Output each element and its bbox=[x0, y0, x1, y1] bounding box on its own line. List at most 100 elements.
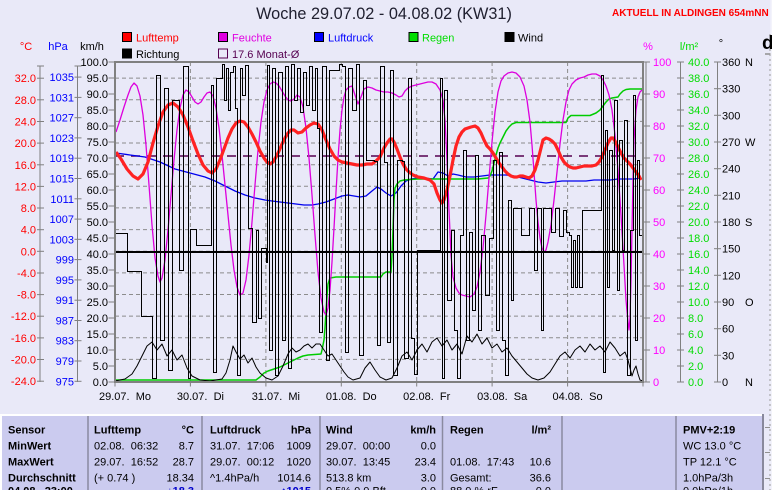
svg-text:70: 70 bbox=[653, 153, 665, 165]
svg-text:1020: 1020 bbox=[287, 457, 311, 469]
svg-text:36.6: 36.6 bbox=[530, 473, 551, 485]
svg-text:01.08. Do: 01.08. Do bbox=[326, 391, 377, 403]
svg-text:60: 60 bbox=[653, 185, 665, 197]
svg-text:10.6: 10.6 bbox=[530, 457, 551, 469]
svg-text:28.0: 28.0 bbox=[688, 153, 709, 165]
svg-text:-24.0: -24.0 bbox=[11, 376, 36, 388]
svg-text:1015: 1015 bbox=[50, 174, 74, 186]
svg-text:N: N bbox=[745, 377, 753, 389]
svg-text:12.0: 12.0 bbox=[15, 181, 36, 193]
svg-text:330: 330 bbox=[722, 84, 740, 96]
svg-text:28.0: 28.0 bbox=[15, 95, 36, 107]
svg-text:0.0: 0.0 bbox=[93, 377, 108, 389]
svg-text:km/h: km/h bbox=[410, 425, 436, 437]
svg-text:-8.0: -8.0 bbox=[17, 290, 36, 302]
svg-text:-12.0: -12.0 bbox=[11, 311, 36, 323]
svg-text:l/m²: l/m² bbox=[531, 425, 551, 437]
svg-text:85.0: 85.0 bbox=[87, 105, 108, 117]
svg-text:10.0: 10.0 bbox=[87, 345, 108, 357]
svg-text:1014.6: 1014.6 bbox=[277, 473, 311, 485]
svg-text:WC 13.0 °C: WC 13.0 °C bbox=[683, 441, 741, 453]
svg-text:MinWert: MinWert bbox=[8, 441, 52, 453]
svg-text:32.0: 32.0 bbox=[688, 121, 709, 133]
svg-text:2.0: 2.0 bbox=[688, 361, 703, 373]
svg-text:03.08. Sa: 03.08. Sa bbox=[477, 391, 528, 403]
svg-text:0.0: 0.0 bbox=[688, 377, 703, 389]
svg-text:45.0: 45.0 bbox=[87, 233, 108, 245]
svg-text:100.0: 100.0 bbox=[80, 57, 108, 69]
svg-text:1009: 1009 bbox=[287, 441, 311, 453]
svg-text:24.0: 24.0 bbox=[15, 116, 36, 128]
svg-text:975: 975 bbox=[56, 376, 74, 388]
svg-text:5.0: 5.0 bbox=[93, 361, 108, 373]
svg-text:°C: °C bbox=[20, 41, 32, 53]
svg-text:32.0: 32.0 bbox=[15, 73, 36, 85]
svg-text:18.0: 18.0 bbox=[688, 233, 709, 245]
svg-text:36.0: 36.0 bbox=[688, 89, 709, 101]
svg-text:30.07. Di: 30.07. Di bbox=[177, 391, 224, 403]
svg-text:75.0: 75.0 bbox=[87, 137, 108, 149]
svg-text:W: W bbox=[745, 137, 756, 149]
svg-text:0: 0 bbox=[722, 377, 728, 389]
svg-text:50: 50 bbox=[653, 217, 665, 229]
svg-text:90.0: 90.0 bbox=[87, 89, 108, 101]
svg-text:40.0: 40.0 bbox=[688, 57, 709, 69]
svg-text:16.0: 16.0 bbox=[15, 160, 36, 172]
svg-text:23.4: 23.4 bbox=[415, 457, 436, 469]
svg-text:31.07. Mi: 31.07. Mi bbox=[252, 391, 300, 403]
svg-text:30: 30 bbox=[722, 350, 734, 362]
svg-text:Lufttemp: Lufttemp bbox=[136, 33, 179, 45]
svg-text:-4.0: -4.0 bbox=[17, 268, 36, 280]
svg-text:04.08. So: 04.08. So bbox=[552, 391, 602, 403]
svg-text:25.0: 25.0 bbox=[87, 297, 108, 309]
svg-text:20.0: 20.0 bbox=[87, 313, 108, 325]
svg-text:30: 30 bbox=[653, 281, 665, 293]
svg-text:14.0: 14.0 bbox=[688, 265, 709, 277]
svg-text:0.0: 0.0 bbox=[536, 486, 551, 490]
svg-text:180: 180 bbox=[722, 217, 740, 229]
svg-text:16.0: 16.0 bbox=[688, 249, 709, 261]
svg-text:02.08. Fr: 02.08. Fr bbox=[403, 391, 450, 403]
svg-text:29.07. 16:52: 29.07. 16:52 bbox=[94, 457, 158, 469]
svg-text:0.0: 0.0 bbox=[421, 486, 436, 490]
svg-text:80: 80 bbox=[653, 121, 665, 133]
svg-text:513.8 km: 513.8 km bbox=[326, 473, 371, 485]
svg-text:150: 150 bbox=[722, 244, 740, 256]
svg-text:Regen: Regen bbox=[450, 425, 484, 437]
svg-text:60.0: 60.0 bbox=[87, 185, 108, 197]
svg-text:01.08. 17:43: 01.08. 17:43 bbox=[450, 457, 514, 469]
svg-text:999: 999 bbox=[56, 255, 74, 267]
svg-text:210: 210 bbox=[722, 190, 740, 202]
svg-text:35.0: 35.0 bbox=[87, 265, 108, 277]
svg-text:95.0: 95.0 bbox=[87, 73, 108, 85]
svg-text:88.0 % rF: 88.0 % rF bbox=[450, 486, 498, 490]
svg-text:26.0: 26.0 bbox=[688, 169, 709, 181]
svg-text:90: 90 bbox=[653, 89, 665, 101]
svg-text:50.0: 50.0 bbox=[87, 217, 108, 229]
svg-text:991: 991 bbox=[56, 295, 74, 307]
svg-text:Gesamt:: Gesamt: bbox=[450, 473, 492, 485]
svg-text:N: N bbox=[745, 57, 753, 69]
svg-text:20.0: 20.0 bbox=[688, 217, 709, 229]
svg-text:60: 60 bbox=[722, 324, 734, 336]
svg-text:Luftdruck: Luftdruck bbox=[210, 425, 262, 437]
svg-text:O: O bbox=[745, 297, 754, 309]
svg-text:360: 360 bbox=[722, 57, 740, 69]
svg-text:↑1015: ↑1015 bbox=[281, 486, 311, 490]
svg-text:65.0: 65.0 bbox=[87, 169, 108, 181]
svg-text:4.0: 4.0 bbox=[21, 225, 36, 237]
svg-text:979: 979 bbox=[56, 356, 74, 368]
svg-text:-16.0: -16.0 bbox=[11, 333, 36, 345]
svg-text:1007: 1007 bbox=[50, 214, 74, 226]
svg-text:°C: °C bbox=[182, 425, 194, 437]
svg-text:1023: 1023 bbox=[50, 133, 74, 145]
svg-text:3.0: 3.0 bbox=[421, 473, 436, 485]
svg-text:10: 10 bbox=[653, 345, 665, 357]
svg-text:55.0: 55.0 bbox=[87, 201, 108, 213]
svg-text:29.07. 00:00: 29.07. 00:00 bbox=[326, 441, 390, 453]
svg-text:28.7: 28.7 bbox=[173, 457, 194, 469]
svg-text:270: 270 bbox=[722, 137, 740, 149]
svg-text:1027: 1027 bbox=[50, 113, 74, 125]
svg-text:0: 0 bbox=[653, 377, 659, 389]
svg-text:1035: 1035 bbox=[50, 72, 74, 84]
